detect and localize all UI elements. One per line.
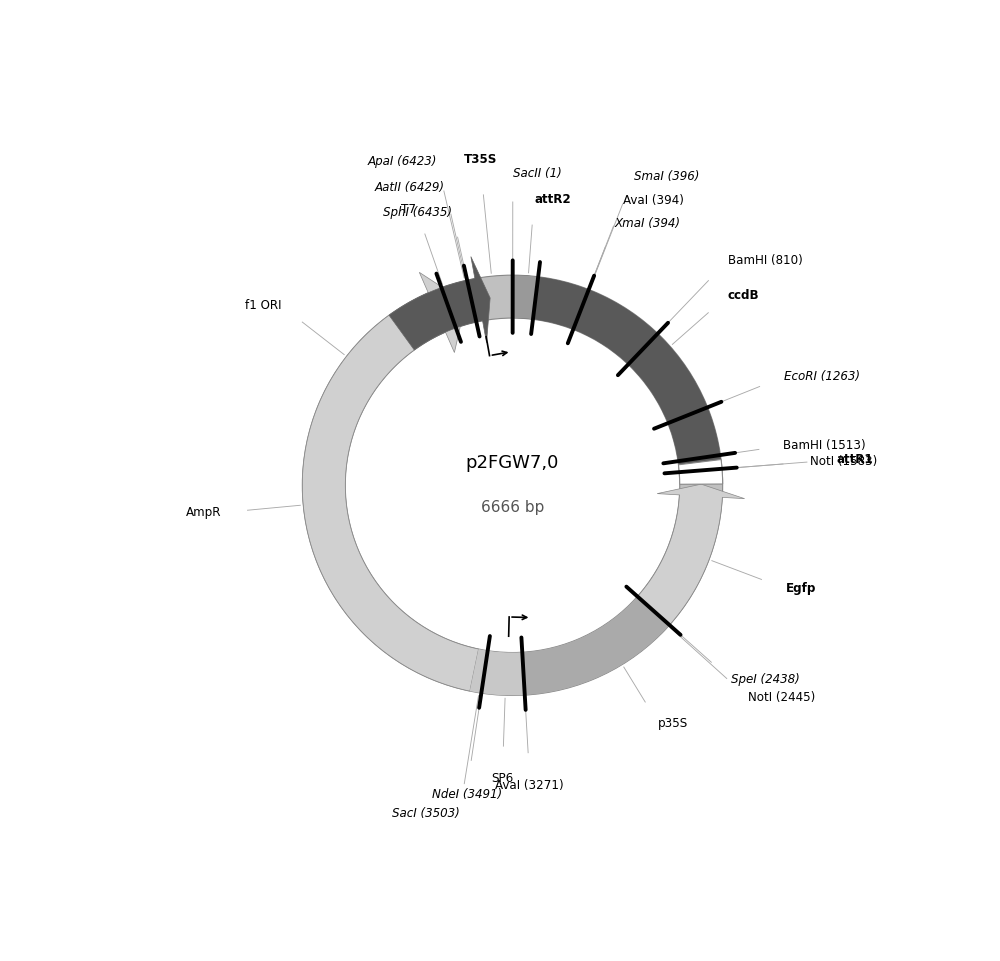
Polygon shape <box>389 257 490 350</box>
Wedge shape <box>522 597 669 695</box>
Text: SpeI (2438): SpeI (2438) <box>731 674 800 686</box>
Polygon shape <box>631 484 745 634</box>
Text: attR2: attR2 <box>534 193 571 206</box>
Wedge shape <box>512 275 538 319</box>
Text: p2FGW7,0: p2FGW7,0 <box>466 455 559 472</box>
Text: XmaI (394): XmaI (394) <box>615 217 681 230</box>
Text: attR1: attR1 <box>836 454 873 466</box>
Text: NotI (1583): NotI (1583) <box>810 456 877 468</box>
Text: f1 ORI: f1 ORI <box>245 300 281 312</box>
Text: AatII (6429): AatII (6429) <box>375 181 445 194</box>
Text: BamHI (810): BamHI (810) <box>728 254 803 267</box>
Wedge shape <box>513 275 722 472</box>
Text: AvaI (3271): AvaI (3271) <box>495 779 564 792</box>
Wedge shape <box>678 459 723 484</box>
Text: Egfp: Egfp <box>786 582 816 595</box>
Text: SmaI (396): SmaI (396) <box>634 169 699 183</box>
Text: NdeI (3491): NdeI (3491) <box>432 788 502 801</box>
Text: BamHI (1513): BamHI (1513) <box>783 439 866 453</box>
Wedge shape <box>470 649 525 696</box>
Text: ApaI (6423): ApaI (6423) <box>368 156 437 168</box>
Text: ccdB: ccdB <box>728 289 759 302</box>
Text: T7: T7 <box>401 203 416 215</box>
Text: p35S: p35S <box>658 717 689 730</box>
Text: SacI (3503): SacI (3503) <box>392 806 460 820</box>
Text: AvaI (394): AvaI (394) <box>623 194 684 207</box>
Text: AmpR: AmpR <box>186 506 221 519</box>
Polygon shape <box>302 272 479 691</box>
Text: EcoRI (1263): EcoRI (1263) <box>784 370 860 383</box>
Wedge shape <box>302 275 723 696</box>
Text: SphI (6435): SphI (6435) <box>383 206 452 219</box>
Text: 6666 bp: 6666 bp <box>481 500 544 515</box>
Text: SacII (1): SacII (1) <box>513 167 562 181</box>
Text: NotI (2445): NotI (2445) <box>748 691 815 704</box>
Text: SP6: SP6 <box>491 772 514 785</box>
Text: T35S: T35S <box>464 153 497 166</box>
